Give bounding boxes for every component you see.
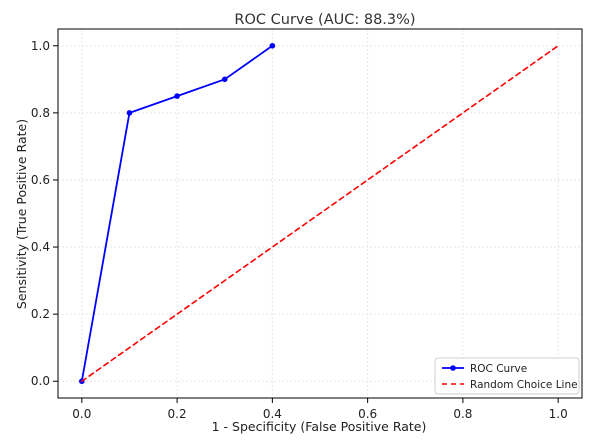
x-tick-label: 0.0 (72, 407, 91, 421)
legend-box (434, 357, 580, 395)
legend: ROC Curve Random Choice Line (434, 357, 580, 395)
y-tick-label: 1.0 (31, 39, 50, 53)
ticks: 0.0 0.2 0.4 0.6 0.8 1.0 0.0 0.2 0.4 0.6 0.8 1.0 (31, 39, 568, 421)
roc-point (126, 110, 133, 116)
x-tick-label: 0.4 (263, 407, 282, 421)
roc-point (221, 76, 228, 83)
y-tick-label: 0.8 (31, 106, 50, 120)
y-tick-label: 0.6 (31, 173, 50, 187)
y-axis-label: Sensitivity (True Positive Rate) (14, 119, 29, 309)
plot-frame (57, 28, 583, 399)
x-tick-label: 0.2 (168, 407, 187, 421)
grid (58, 29, 582, 398)
roc-point (174, 93, 180, 99)
y-tick-label: 0.2 (31, 307, 50, 321)
x-axis-label: 1 - Specificity (False Positive Rate) (212, 419, 427, 434)
legend-random-label: Random Choice Line (470, 379, 578, 391)
chart-title: ROC Curve (AUC: 88.3%) (234, 12, 415, 28)
x-tick-label: 0.6 (358, 407, 377, 421)
axes (57, 28, 583, 399)
x-tick-label: 1.0 (549, 407, 568, 421)
legend-roc-label: ROC Curve (470, 363, 527, 375)
series-layer (79, 42, 559, 385)
x-tick-label: 0.8 (453, 407, 472, 421)
random-choice-line (81, 44, 559, 383)
y-tick-label: 0.4 (31, 240, 50, 254)
legend-roc-marker (450, 365, 456, 371)
roc-point (269, 42, 276, 49)
y-tick-label: 0.0 (31, 374, 50, 388)
